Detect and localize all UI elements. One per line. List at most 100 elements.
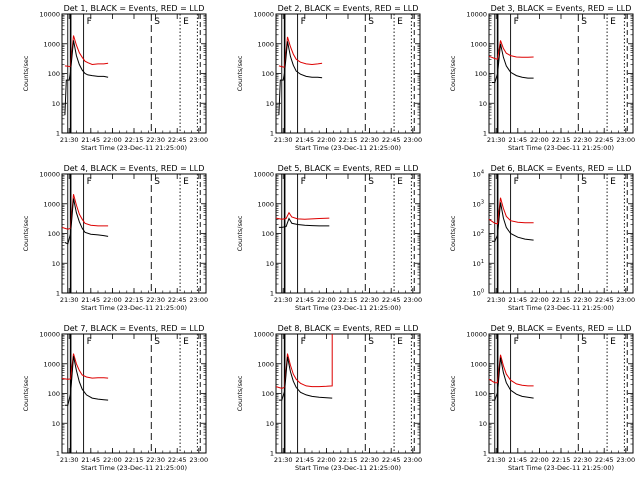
x-axis-label: Start Time (23-Dec-11 21:25:00): [295, 464, 401, 472]
x-tick-label: 23:00: [616, 136, 635, 144]
y-tick-label: 10000: [466, 331, 487, 339]
x-tick-label: 21:45: [508, 296, 527, 304]
x-tick-label: 22:00: [530, 136, 549, 144]
x-tick-label: 22:00: [530, 296, 549, 304]
marker-label: S: [154, 337, 160, 347]
x-tick-label: 23:00: [403, 296, 422, 304]
events-series-line: [64, 198, 109, 245]
marker-label: E: [610, 337, 616, 347]
y-tick-label: 1000: [257, 360, 274, 368]
marker-label: E: [610, 177, 616, 187]
x-tick-label: 22:15: [339, 296, 358, 304]
marker-label: S: [581, 177, 587, 187]
x-tick-label: 21:45: [295, 456, 314, 464]
x-tick-label: 21:30: [487, 296, 506, 304]
x-tick-label: 21:45: [81, 136, 100, 144]
marker-label: F: [514, 177, 519, 187]
x-tick-label: 22:00: [317, 136, 336, 144]
y-tick-label: 1: [56, 130, 60, 138]
marker-label: E: [183, 177, 189, 187]
x-tick-label: 22:45: [168, 456, 187, 464]
x-tick-label: 22:45: [168, 136, 187, 144]
x-tick-label: 21:30: [60, 296, 79, 304]
marker-label: F: [87, 17, 92, 27]
y-tick-label: 1: [270, 130, 274, 138]
x-tick-label: 23:00: [616, 456, 635, 464]
chart-title: Det 2, BLACK = Events, RED = LLD: [278, 4, 419, 13]
y-tick-label: 10: [479, 420, 487, 428]
x-tick-label: 22:30: [573, 296, 592, 304]
marker-label: E: [397, 177, 403, 187]
y-tick-label: 10: [266, 420, 274, 428]
marker-label: S: [154, 177, 160, 187]
lld-series-line: [488, 197, 534, 225]
y-tick-label: 1: [483, 450, 487, 458]
chart-title: Det 7, BLACK = Events, RED = LLD: [64, 324, 205, 333]
marker-label: F: [301, 17, 306, 27]
x-tick-label: 22:45: [382, 296, 401, 304]
x-tick-label: 21:30: [274, 296, 293, 304]
x-tick-label: 22:30: [573, 136, 592, 144]
x-tick-label: 22:45: [382, 136, 401, 144]
y-tick-label: 101: [473, 259, 484, 268]
y-tick-label: 10000: [466, 11, 487, 19]
x-tick-label: 21:30: [274, 136, 293, 144]
marker-label: E: [183, 17, 189, 27]
marker-label: S: [368, 177, 374, 187]
x-axis-label: Start Time (23-Dec-11 21:25:00): [81, 144, 187, 152]
y-tick-label: 1: [56, 290, 60, 298]
y-axis-label: Counts/sec: [449, 375, 457, 411]
marker-label: F: [514, 17, 519, 27]
y-tick-label: 1000: [43, 360, 60, 368]
x-tick-label: 21:45: [81, 456, 100, 464]
x-tick-label: 22:00: [530, 456, 549, 464]
y-tick-label: 100: [48, 230, 60, 238]
x-tick-label: 22:30: [573, 456, 592, 464]
y-axis-label: Counts/sec: [449, 55, 457, 91]
y-axis-label: Counts/sec: [22, 215, 30, 251]
x-tick-label: 21:30: [487, 136, 506, 144]
x-tick-label: 23:00: [189, 136, 208, 144]
x-tick-label: 22:30: [360, 296, 379, 304]
y-tick-label: 100: [262, 390, 274, 398]
x-tick-label: 22:00: [103, 456, 122, 464]
y-tick-label: 100: [48, 390, 60, 398]
events-series-line: [64, 40, 109, 116]
y-axis-label: Counts/sec: [22, 375, 30, 411]
y-tick-label: 10: [479, 100, 487, 108]
y-tick-label: 100: [475, 390, 487, 398]
events-series-line: [491, 43, 534, 83]
x-tick-label: 22:15: [125, 456, 144, 464]
x-tick-label: 22:15: [125, 296, 144, 304]
x-tick-label: 22:30: [146, 296, 165, 304]
x-tick-label: 22:45: [595, 456, 614, 464]
x-tick-label: 22:15: [552, 136, 571, 144]
lld-series-line: [488, 354, 534, 387]
y-tick-label: 1000: [257, 200, 274, 208]
detector-panel: Det 7, BLACK = Events, RED = LLD 1 10 100 10…: [22, 324, 208, 472]
y-tick-label: 10000: [39, 331, 60, 339]
chart-title: Det 9, BLACK = Events, RED = LLD: [491, 324, 632, 333]
x-axis-label: Start Time (23-Dec-11 21:25:00): [508, 304, 614, 312]
y-tick-label: 103: [473, 199, 484, 208]
y-tick-label: 10000: [253, 11, 274, 19]
x-axis-label: Start Time (23-Dec-11 21:25:00): [81, 304, 187, 312]
x-tick-label: 22:00: [103, 136, 122, 144]
y-tick-label: 10000: [253, 331, 274, 339]
x-axis-label: Start Time (23-Dec-11 21:25:00): [295, 304, 401, 312]
marker-label: F: [301, 337, 306, 347]
y-tick-label: 100: [262, 230, 274, 238]
x-tick-label: 21:45: [81, 296, 100, 304]
marker-label: F: [87, 337, 92, 347]
y-tick-label: 100: [262, 70, 274, 78]
x-tick-label: 23:00: [403, 136, 422, 144]
y-tick-label: 10000: [253, 171, 274, 179]
x-tick-label: 22:15: [552, 296, 571, 304]
marker-label: E: [610, 17, 616, 27]
y-tick-label: 100: [473, 289, 484, 298]
x-tick-label: 21:45: [295, 136, 314, 144]
y-tick-label: 10: [266, 100, 274, 108]
detector-panel: Det 2, BLACK = Events, RED = LLD 1 10 100 10…: [236, 4, 422, 152]
y-tick-label: 10: [52, 260, 60, 268]
